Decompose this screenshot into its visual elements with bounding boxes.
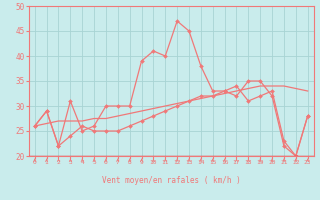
X-axis label: Vent moyen/en rafales ( km/h ): Vent moyen/en rafales ( km/h ) — [102, 176, 241, 185]
